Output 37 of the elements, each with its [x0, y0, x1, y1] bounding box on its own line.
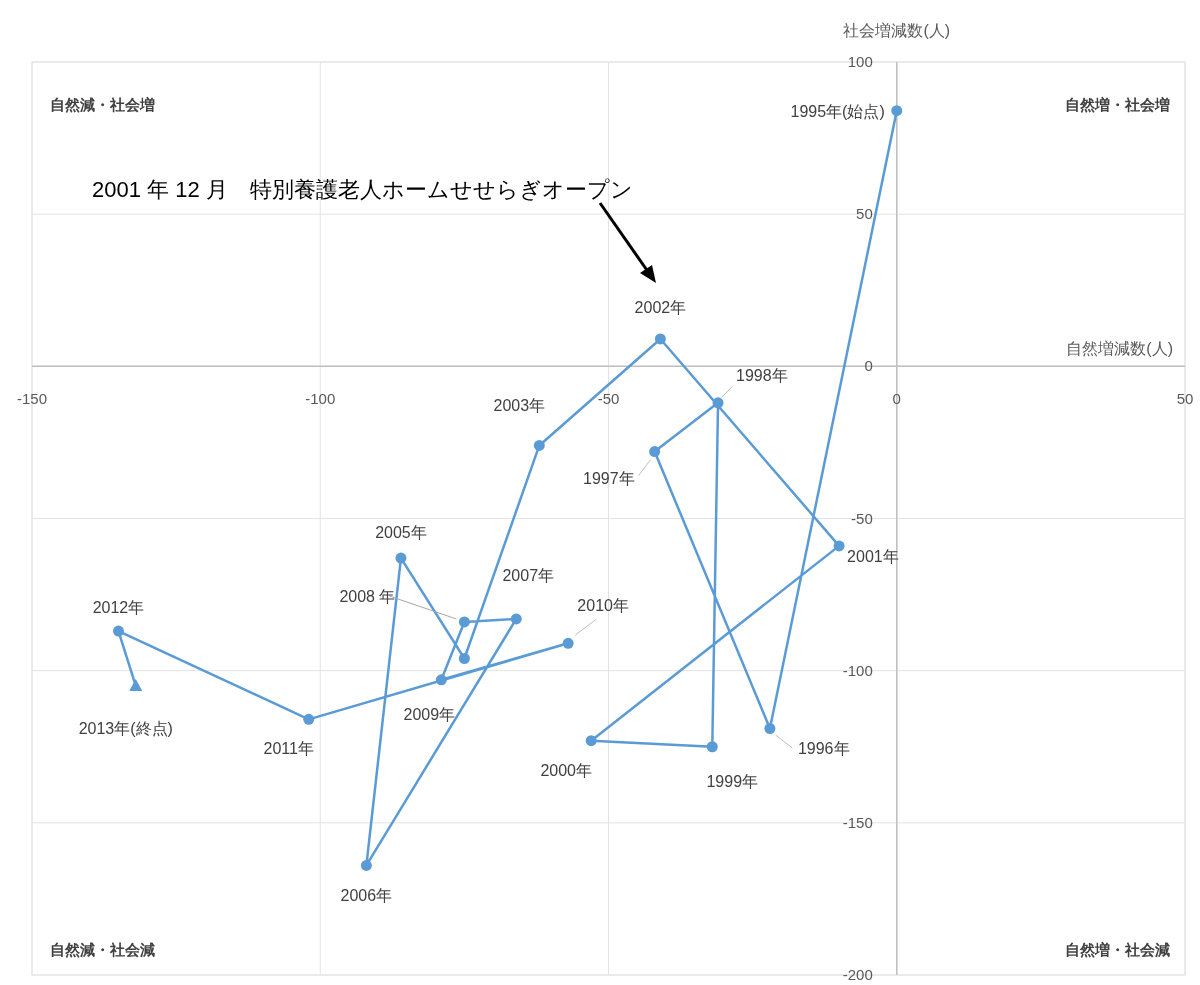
- x-axis-title: 自然増減数(人): [1066, 340, 1173, 358]
- x-tick-label: -50: [597, 390, 620, 408]
- annotation: 2005年: [375, 524, 427, 542]
- x-tick-label: 50: [1176, 390, 1194, 408]
- annotation: 2002年: [634, 298, 687, 316]
- x-tick-label: -150: [16, 390, 48, 408]
- annotation: 2010年: [577, 597, 629, 615]
- annotation: 2003年: [493, 397, 546, 415]
- y-tick-label: -200: [842, 966, 873, 983]
- annotation: 2006年: [340, 887, 393, 905]
- annotation: 自然減・社会減: [50, 941, 155, 958]
- annotation: 2009年: [403, 705, 456, 723]
- y-tick-label: 0: [864, 357, 873, 375]
- annotation: 2000年: [540, 761, 592, 779]
- annotation: 2013年(終点): [78, 719, 173, 737]
- annotation: 自然減・社会増: [50, 96, 155, 113]
- annotation: 自然増・社会減: [1065, 941, 1170, 958]
- y-tick-label: 50: [856, 205, 873, 223]
- annotation: 自然増・社会増: [1065, 96, 1170, 113]
- y-tick-label: -100: [842, 661, 873, 679]
- x-tick-label: -100: [305, 390, 336, 408]
- y-axis-title: 社会増減数(人): [843, 22, 951, 39]
- annotation: 2012年: [92, 599, 145, 617]
- annotation: 1996年: [797, 740, 850, 758]
- y-tick-label: -150: [842, 813, 873, 831]
- annotation: 1997年: [583, 469, 635, 487]
- y-tick-label: -50: [851, 509, 873, 527]
- annotation: 1998年: [736, 366, 788, 384]
- annotation: 2011年: [263, 740, 314, 758]
- y-tick-label: 100: [847, 53, 873, 70]
- annotation: 2001 年 12 月 特別養護老人ホームせせらぎオープン: [92, 177, 633, 202]
- annotation: 1995年(始点): [790, 102, 885, 120]
- annotation: 2001年: [847, 547, 899, 565]
- annotation: 1999年: [706, 772, 759, 790]
- annotation: 2007年: [502, 566, 555, 584]
- annotation: 2008 年: [339, 587, 396, 605]
- x-tick-label: 0: [892, 390, 901, 408]
